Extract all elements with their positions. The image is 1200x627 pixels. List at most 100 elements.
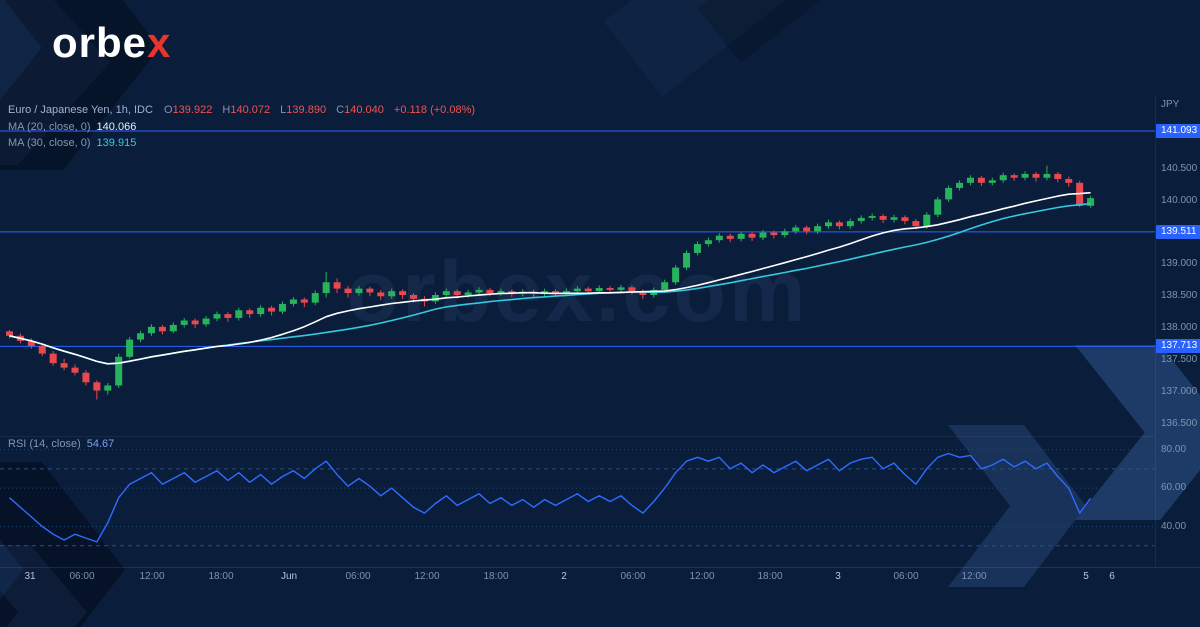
candle-body — [377, 292, 385, 297]
candle-body — [835, 222, 843, 227]
price-tick-label: 137.500 — [1161, 353, 1198, 365]
candle-body — [1065, 179, 1073, 183]
candle-body — [748, 233, 756, 238]
open-label: O — [164, 104, 173, 116]
time-tick-label: 12:00 — [961, 571, 987, 582]
candle-body — [1054, 173, 1062, 180]
candle-body — [475, 289, 483, 293]
rsi-label: RSI (14, close) — [8, 438, 81, 450]
candle-body — [93, 382, 101, 391]
candle-body — [726, 235, 734, 239]
ma30-value: 139.915 — [96, 137, 137, 149]
time-tick-label: 12:00 — [689, 571, 715, 582]
candle-body — [355, 288, 363, 294]
candle-body — [584, 288, 592, 292]
rsi-line — [9, 452, 1092, 543]
price-tick-label: 138.000 — [1161, 322, 1198, 334]
rsi-legend: RSI (14, close) 54.67 — [8, 438, 121, 450]
time-tick-label: 5 — [1083, 571, 1089, 582]
time-tick-label: Jun — [280, 571, 298, 582]
time-tick-label: 06:00 — [345, 571, 371, 582]
price-level-tag: 141.093 — [1156, 124, 1200, 139]
candle-body — [595, 287, 603, 292]
candle-body — [158, 326, 166, 332]
candle-body — [38, 345, 46, 354]
close-label: C — [336, 104, 345, 116]
time-axis[interactable]: 31 06:00 12:00 18:00 Jun 06:00 12:00 18:00 2 06:0… — [0, 571, 1156, 587]
candle-body — [464, 292, 472, 295]
candle-body — [202, 318, 210, 325]
candle-body — [693, 244, 701, 253]
rsi-tick-label: 40.00 — [1161, 520, 1187, 532]
candle-body — [814, 226, 822, 232]
price-tick-label: 140.000 — [1161, 194, 1198, 206]
price-tick-label: 136.500 — [1161, 417, 1198, 429]
candle-body — [27, 340, 35, 346]
symbol-title: Euro / Japanese Yen, 1h, IDC — [8, 104, 153, 116]
high-value: 140.072 — [230, 104, 271, 116]
candle-body — [988, 180, 996, 183]
candle-body — [715, 235, 723, 241]
candle-body — [311, 293, 319, 303]
candle-body — [562, 291, 570, 294]
ma20-line — [9, 191, 1091, 365]
candle-body — [759, 232, 767, 238]
time-tick-label: 06:00 — [69, 571, 95, 582]
price-axis[interactable]: JPY 140.500 140.000 139.000 138.500 138.000 1… — [1155, 0, 1200, 627]
candle-body — [388, 291, 396, 297]
candle-body — [945, 187, 953, 200]
low-value: 139.890 — [286, 104, 327, 116]
candle-body — [147, 326, 155, 334]
candle-body — [213, 314, 221, 319]
candle-body — [792, 227, 800, 232]
price-tick-label: 137.000 — [1161, 385, 1198, 397]
high-label: H — [222, 104, 231, 116]
candle-body — [770, 232, 778, 236]
candle-body — [999, 175, 1007, 181]
candle-body — [82, 372, 90, 383]
candle-body — [300, 299, 308, 303]
candle-body — [115, 356, 123, 386]
candle-body — [497, 291, 505, 294]
candle-body — [781, 231, 789, 236]
candle-body — [1043, 173, 1051, 178]
candle-body — [257, 307, 265, 315]
ma30-line — [9, 202, 1091, 365]
ma20-legend: MA (20, close, 0) 140.066 — [8, 121, 143, 133]
price-level-tag: 139.511 — [1156, 224, 1200, 239]
price-tick-label: 140.500 — [1161, 162, 1198, 174]
candle-body — [672, 267, 680, 283]
candle-body — [879, 215, 887, 220]
candle-body — [912, 221, 920, 227]
candle-body — [628, 287, 636, 292]
candle-body — [344, 288, 352, 294]
candle-body — [442, 291, 450, 295]
candle-body — [573, 288, 581, 292]
candle-body — [934, 199, 942, 215]
candle-body — [846, 221, 854, 227]
candle-body — [606, 287, 614, 290]
logo-text: orbe — [52, 19, 148, 66]
candle-body — [224, 314, 232, 318]
candle-body — [923, 214, 931, 227]
candle-body — [1010, 175, 1018, 178]
candle-body — [1087, 198, 1095, 206]
candle-body — [399, 291, 407, 295]
orbex-logo: orbex — [52, 22, 171, 64]
time-tick-label: 12:00 — [414, 571, 440, 582]
candle-body — [169, 324, 177, 332]
candle-body — [977, 177, 985, 183]
time-tick-label: 18:00 — [483, 571, 509, 582]
candle-body — [137, 333, 145, 340]
ma30-legend: MA (30, close, 0) 139.915 — [8, 137, 143, 149]
price-axis-unit: JPY — [1161, 99, 1180, 110]
rsi-tick-label: 80.00 — [1161, 443, 1187, 455]
candle-body — [552, 291, 559, 294]
candle-body — [868, 215, 876, 218]
candle-body — [191, 320, 199, 325]
price-tick-label: 138.500 — [1161, 290, 1198, 302]
candle-body — [704, 240, 712, 245]
open-value: 139.922 — [172, 104, 213, 116]
